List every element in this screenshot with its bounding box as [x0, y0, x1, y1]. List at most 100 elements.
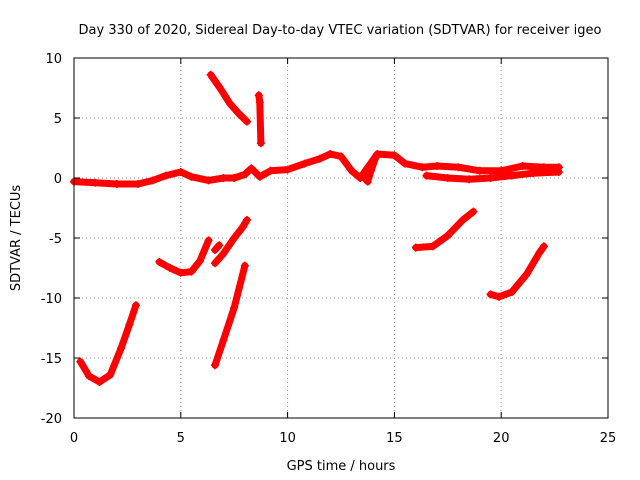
y-tick-label: -10 [41, 292, 62, 307]
data-point [204, 236, 213, 245]
y-tick-label: -5 [49, 232, 62, 247]
data-point [458, 216, 467, 224]
data-point [326, 150, 335, 158]
data-point [283, 165, 292, 174]
data-point [243, 216, 252, 224]
y-axis-label: SDTVAR / TECUs [9, 185, 24, 292]
x-tick-label: 15 [386, 431, 403, 446]
data-point [230, 174, 239, 182]
data-point [196, 256, 205, 265]
data-point [219, 174, 228, 182]
data-point [187, 172, 196, 181]
data-point [337, 152, 345, 161]
data-point [230, 234, 239, 242]
data-point [225, 99, 234, 108]
data-point [210, 246, 219, 254]
data-point [347, 166, 356, 175]
data-point [131, 301, 140, 310]
data-point [401, 159, 410, 168]
data-point [215, 241, 224, 250]
x-axis-label: GPS time / hours [287, 459, 396, 474]
data-point [366, 166, 375, 175]
y-tick-label: 10 [45, 52, 62, 67]
data-point [215, 82, 224, 91]
data-point [187, 267, 196, 276]
data-point [315, 154, 324, 163]
data-point [255, 172, 264, 181]
data-point [486, 174, 495, 182]
data-point [255, 98, 264, 107]
data-point [522, 270, 531, 278]
data-point [266, 166, 275, 175]
data-point [230, 303, 239, 312]
series-0 [70, 150, 563, 188]
x-tick-label: 5 [177, 431, 185, 446]
data-point [418, 163, 427, 172]
data-point [254, 91, 263, 100]
data-point [247, 164, 256, 173]
data-point [371, 154, 380, 163]
data-point [465, 175, 474, 184]
data-point [428, 242, 437, 251]
data-point [176, 168, 185, 176]
data-point [243, 117, 252, 126]
data-point [256, 139, 265, 148]
y-tick-label: 0 [54, 172, 62, 187]
data-point [234, 109, 243, 118]
data-point [210, 361, 219, 370]
data-point [539, 242, 548, 251]
data-point [206, 70, 215, 79]
series-2 [361, 155, 379, 186]
data-point [112, 180, 121, 188]
data-point [363, 177, 372, 186]
data-point [166, 264, 175, 272]
data-point [149, 176, 158, 185]
y-tick-label: -15 [41, 352, 62, 367]
x-tick-label: 20 [493, 431, 510, 446]
data-series [70, 70, 563, 386]
data-point [554, 168, 563, 176]
data-point [433, 162, 442, 170]
data-point [240, 261, 249, 270]
data-point [134, 180, 143, 188]
data-point [219, 336, 228, 344]
data-point [204, 176, 213, 185]
chart-title: Day 330 of 2020, Sidereal Day-to-day VTE… [79, 23, 602, 38]
data-point [518, 162, 527, 170]
data-point [210, 259, 219, 268]
tick-labels: 0 5 10 15 20 25 -20 -15 -10 -5 0 5 10 [41, 52, 617, 446]
data-point [507, 171, 516, 180]
data-point [507, 288, 516, 296]
y-tick-label: -20 [41, 412, 62, 427]
data-point [486, 290, 495, 299]
data-point [443, 174, 452, 182]
data-point [155, 258, 164, 266]
series-7 [211, 262, 249, 369]
data-point [300, 159, 309, 168]
data-point [469, 207, 478, 216]
data-point [422, 171, 431, 180]
y-tick-label: 5 [54, 112, 62, 127]
data-point [495, 292, 504, 301]
x-tick-label: 0 [70, 431, 78, 446]
data-point [219, 249, 228, 258]
axis-ticks [73, 57, 609, 419]
data-point [161, 171, 170, 180]
data-point [84, 372, 93, 380]
data-point [240, 170, 249, 179]
data-point [125, 320, 134, 329]
data-point [95, 378, 104, 386]
x-tick-label: 10 [279, 431, 296, 446]
data-point [106, 370, 115, 379]
series-4 [155, 236, 213, 277]
data-point [176, 268, 185, 277]
data-point [238, 223, 247, 232]
data-point [76, 357, 85, 366]
data-point [475, 166, 484, 175]
data-point [454, 163, 463, 172]
x-tick-label: 25 [600, 431, 617, 446]
data-point [535, 248, 544, 257]
data-point [116, 344, 125, 353]
